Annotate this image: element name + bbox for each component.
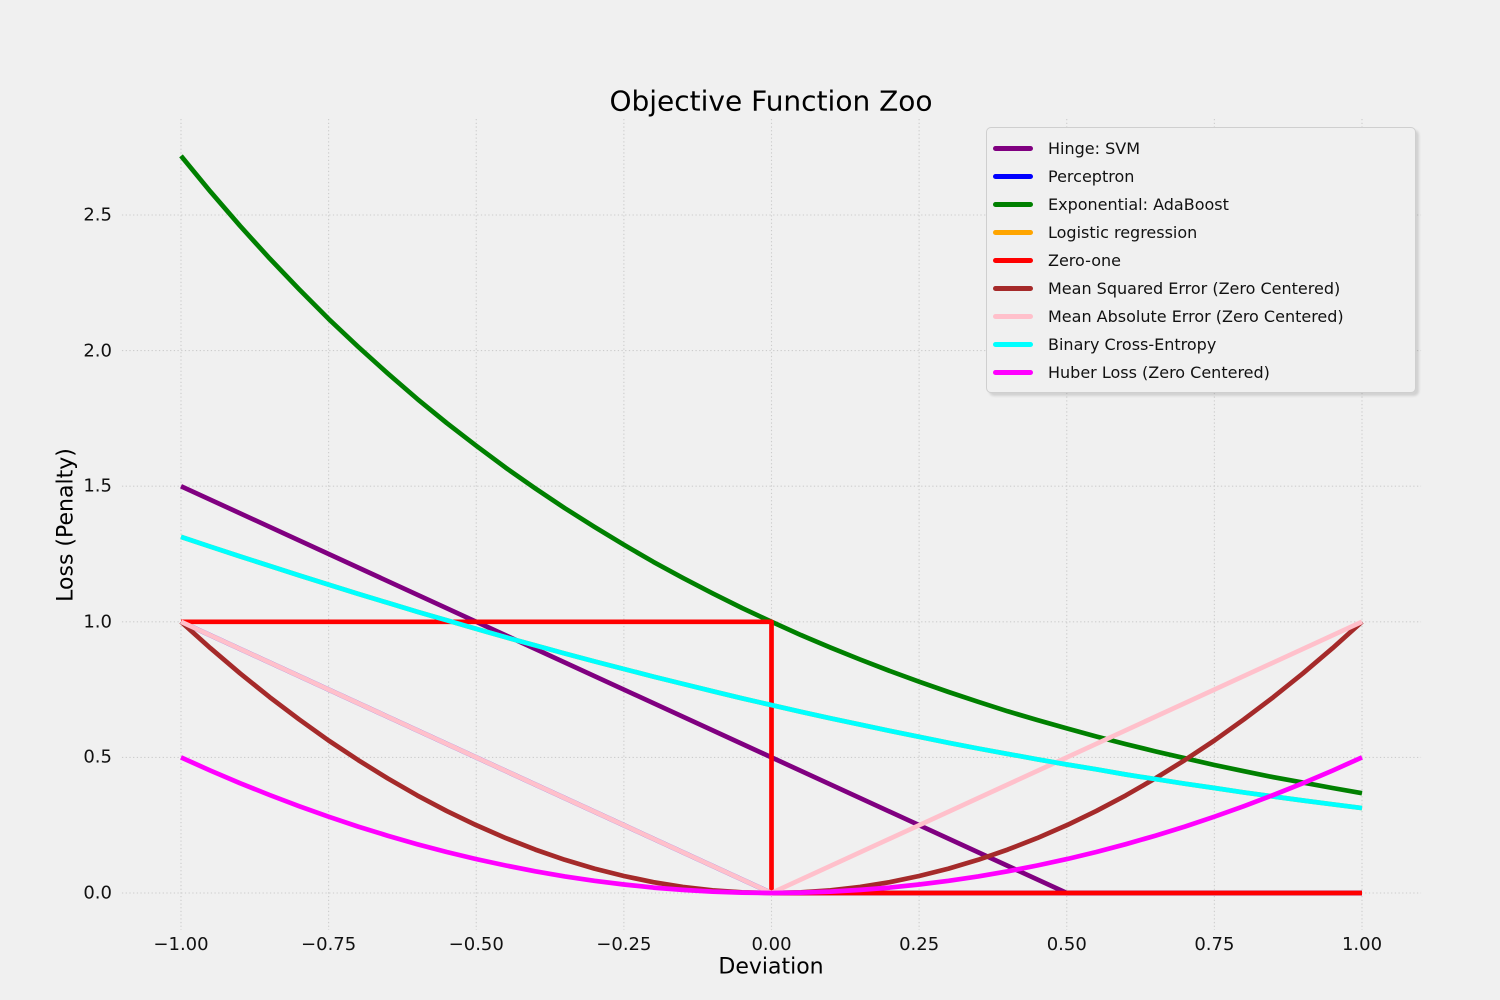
legend-swatch [993, 145, 1033, 151]
y-tick-label: 2.5 [83, 204, 112, 226]
y-tick-label: 1.5 [83, 475, 112, 497]
legend-item-zero-one: Zero-one [993, 248, 1405, 272]
series-zero-one [181, 619, 1362, 896]
legend-label: Perceptron [1048, 166, 1135, 186]
legend-item-huber-loss-zero-centered: Huber Loss (Zero Centered) [993, 360, 1405, 384]
x-tick-label: 0.00 [751, 934, 792, 955]
legend-swatch [993, 313, 1033, 319]
series-huber-loss-zero-centered [180, 755, 1363, 896]
legend-swatch [993, 285, 1033, 291]
x-tick-label: −0.25 [596, 934, 652, 955]
legend: Hinge: SVM Perceptron Exponential: AdaBoos… [986, 127, 1416, 393]
y-axis-label: Loss (Penalty) [53, 448, 79, 602]
x-tick-label: 0.50 [1046, 934, 1087, 955]
legend-item-perceptron: Perceptron [993, 164, 1405, 188]
legend-item-exponential-adaboost: Exponential: AdaBoost [993, 192, 1405, 216]
legend-label: Mean Absolute Error (Zero Centered) [1048, 306, 1344, 326]
y-tick-label: 2.0 [83, 340, 112, 362]
x-tick-label: 0.25 [899, 934, 940, 955]
legend-item-hinge-svm: Hinge: SVM [993, 136, 1405, 160]
legend-swatch [993, 341, 1033, 347]
x-tick-label: 1.00 [1341, 934, 1383, 955]
legend-swatch [993, 173, 1033, 179]
legend-swatch [993, 201, 1033, 207]
x-tick-label: −1.00 [153, 934, 209, 955]
legend-label: Binary Cross-Entropy [1048, 334, 1217, 354]
legend-label: Hinge: SVM [1048, 138, 1140, 158]
legend-item-mean-absolute-error-zero-centered: Mean Absolute Error (Zero Centered) [993, 304, 1405, 328]
legend-swatch [993, 257, 1033, 263]
legend-item-binary-cross-entropy: Binary Cross-Entropy [993, 332, 1405, 356]
legend-label: Logistic regression [1048, 222, 1198, 242]
chart-title: Objective Function Zoo [609, 84, 933, 118]
legend-label: Zero-one [1048, 250, 1121, 270]
legend-label: Mean Squared Error (Zero Centered) [1048, 278, 1341, 298]
x-tick-label: −0.50 [448, 934, 504, 955]
legend-label: Exponential: AdaBoost [1048, 194, 1229, 214]
series-binary-cross-entropy [180, 534, 1363, 811]
legend-item-logistic-regression: Logistic regression [993, 220, 1405, 244]
y-tick-label: 0.5 [83, 746, 112, 768]
legend-swatch [993, 369, 1033, 375]
x-tick-label: 0.75 [1194, 934, 1235, 955]
legend-label: Huber Loss (Zero Centered) [1048, 362, 1270, 382]
y-tick-label: 1.0 [83, 611, 112, 633]
x-axis-label: Deviation [718, 954, 824, 980]
legend-item-mean-squared-error-zero-centered: Mean Squared Error (Zero Centered) [993, 276, 1405, 300]
y-tick-label: 0.0 [83, 882, 112, 904]
x-tick-label: −0.75 [301, 934, 357, 955]
legend-swatch [993, 229, 1033, 235]
